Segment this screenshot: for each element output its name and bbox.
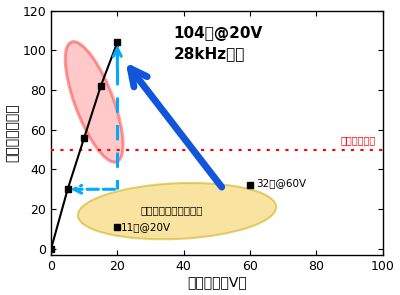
Text: 104度@20V
28kHz以上: 104度@20V 28kHz以上 xyxy=(174,27,263,61)
Text: 従来の高速光走査素子: 従来の高速光走査素子 xyxy=(140,205,203,215)
Ellipse shape xyxy=(78,183,276,239)
X-axis label: 駆動電圧（V）: 駆動電圧（V） xyxy=(187,276,247,289)
Text: 11度@20V: 11度@20V xyxy=(121,222,171,232)
Ellipse shape xyxy=(65,42,123,162)
Text: 今までの限界: 今までの限界 xyxy=(341,136,376,146)
Y-axis label: 光走査角（度）: 光走査角（度） xyxy=(6,103,20,162)
Text: 32度@60V: 32度@60V xyxy=(256,178,307,188)
